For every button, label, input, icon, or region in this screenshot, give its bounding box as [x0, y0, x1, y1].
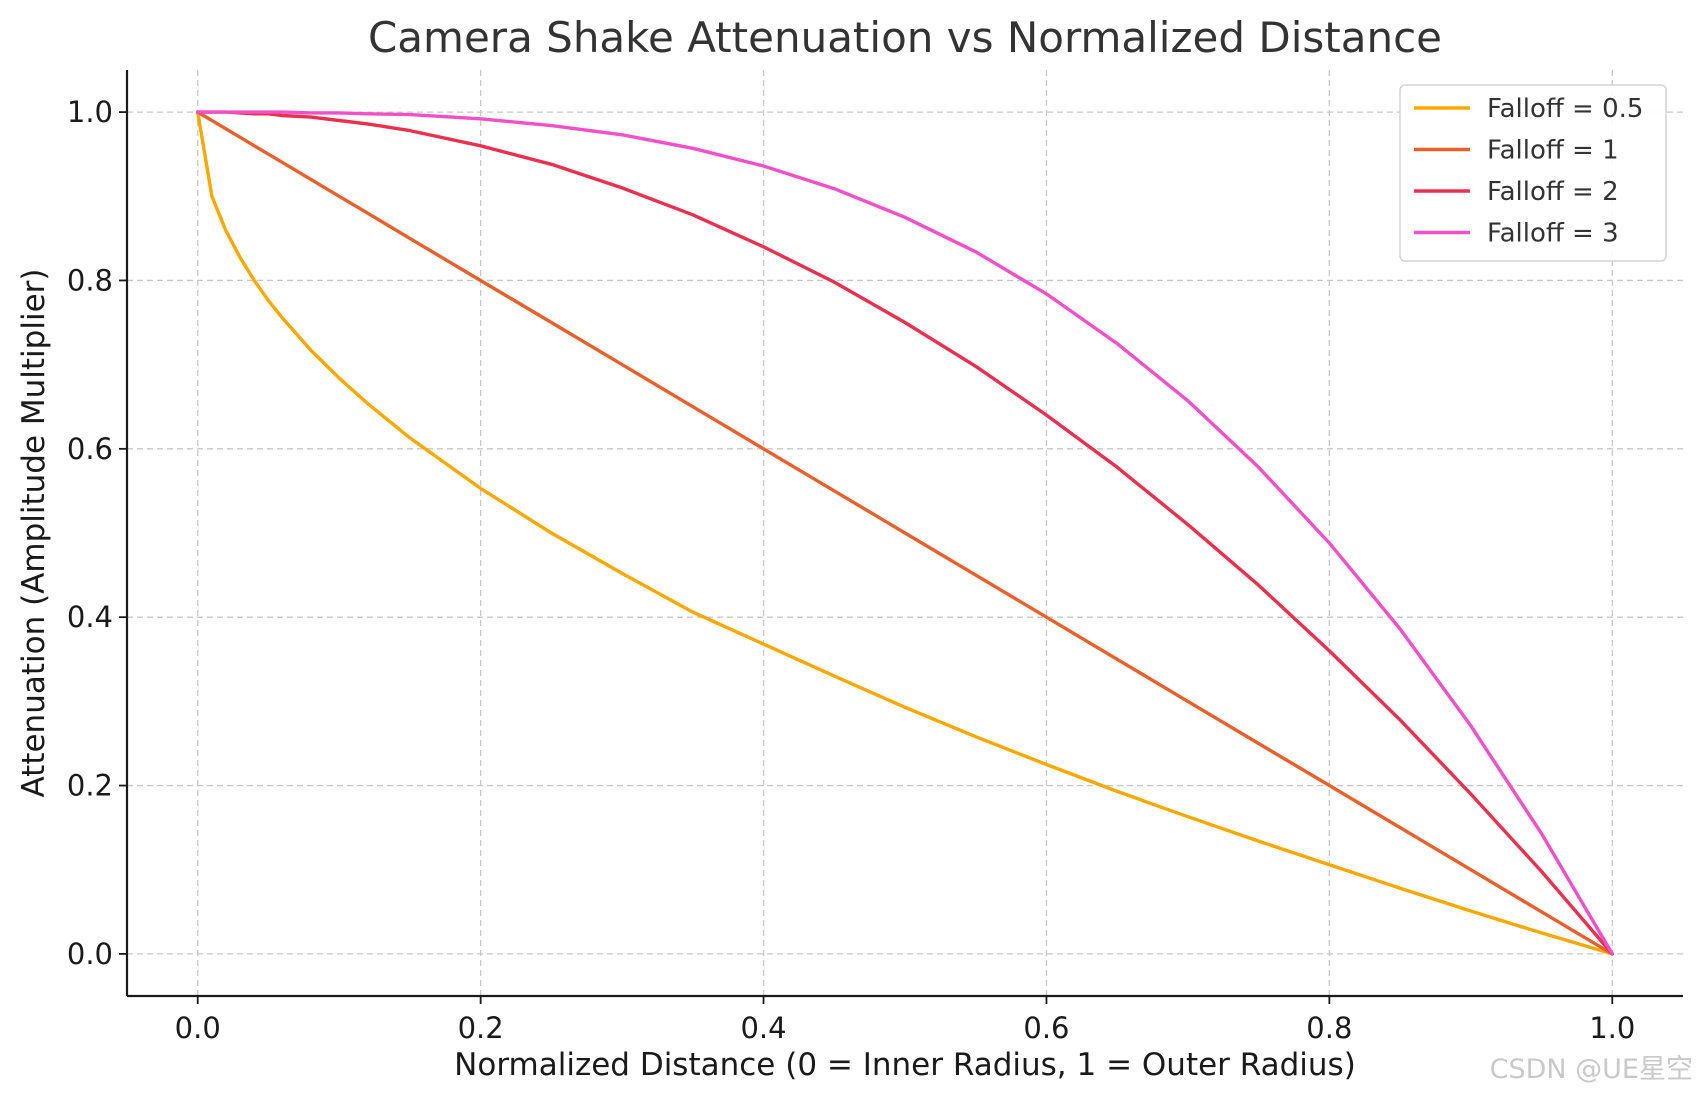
series-line-2 [195, 110, 1615, 956]
legend-label: Falloff = 3 [1487, 219, 1619, 249]
x-tick-label: 0.8 [1306, 1011, 1352, 1045]
tick-labels: 0.0 0.2 0.4 0.6 0.8 1.0 0.0 0.2 0.4 0.6 0.8 1.0 [67, 95, 1635, 1045]
x-tick-label: 0.4 [740, 1011, 786, 1045]
series-lines [195, 110, 1615, 956]
series-line-3 [195, 110, 1615, 956]
series-line-4 [195, 110, 1615, 956]
chart-title: Camera Shake Attenuation vs Normalized D… [368, 13, 1442, 62]
y-axis-label: Attenuation (Amplitude Multiplier) [16, 269, 52, 798]
legend-box [1399, 84, 1667, 262]
x-axis-label: Normalized Distance (0 = Inner Radius, 1… [454, 1047, 1356, 1083]
y-tick-label: 0.2 [67, 769, 113, 803]
watermark: CSDN @UE星空 [1489, 1054, 1693, 1085]
series-line-1 [195, 110, 1615, 956]
x-tick-label: 0.6 [1023, 1011, 1069, 1045]
y-tick-label: 0.6 [67, 432, 113, 466]
x-tick-label: 0.2 [458, 1011, 504, 1045]
y-tick-label: 0.0 [67, 937, 113, 971]
y-tick-label: 0.4 [67, 600, 113, 634]
y-tick-label: 1.0 [67, 95, 113, 129]
x-tick-label: 0.0 [175, 1011, 221, 1045]
y-tick-label: 0.8 [67, 263, 113, 297]
legend-label: Falloff = 2 [1487, 177, 1619, 207]
x-tick-label: 1.0 [1589, 1011, 1635, 1045]
legend: Falloff = 0.5 Falloff = 1 Falloff = 2 Fallo… [1399, 84, 1667, 262]
legend-label: Falloff = 1 [1487, 136, 1619, 166]
axes [125, 70, 1683, 998]
legend-label: Falloff = 0.5 [1487, 94, 1643, 124]
